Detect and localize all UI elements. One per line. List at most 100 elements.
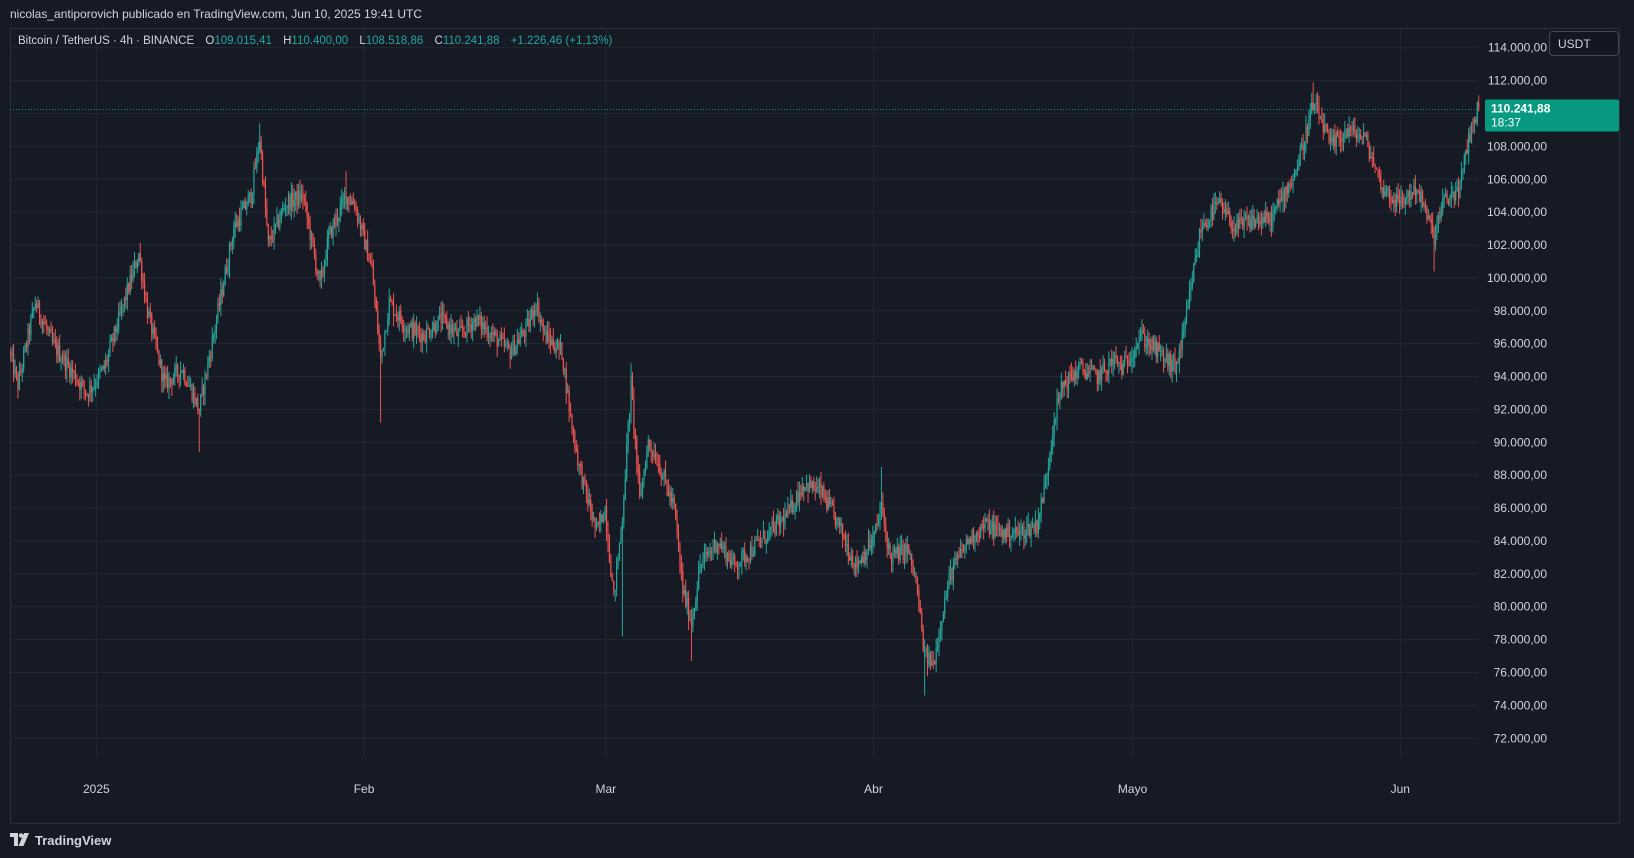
candle-body [879, 512, 881, 520]
candle-body [41, 321, 43, 326]
candle-body [384, 331, 386, 348]
candle-body [1246, 217, 1248, 220]
candle-body [1086, 372, 1088, 380]
candle-body [1076, 372, 1078, 379]
candle-body [928, 653, 930, 665]
candle-body [614, 590, 616, 592]
candle-body [1029, 523, 1031, 536]
candle-body [1168, 354, 1170, 367]
candle-body [846, 543, 848, 546]
candle-body [1324, 124, 1326, 133]
candle-body [1306, 125, 1309, 136]
time-axis[interactable]: 2025 Feb Mar Abr Mayo Jun [83, 782, 1410, 796]
candle-body [771, 521, 773, 527]
candle-body [1203, 223, 1205, 229]
y-tick-label: 96.000,00 [1494, 337, 1548, 351]
candle-body [218, 303, 221, 306]
symbol-legend[interactable]: Bitcoin / TetherUS · 4h · BINANCE O109.0… [18, 35, 620, 47]
candle-body [1388, 186, 1391, 197]
y-tick-label: 88.000,00 [1494, 468, 1548, 482]
candle-body [398, 310, 400, 321]
currency-button[interactable]: USDT [1549, 31, 1619, 56]
candle-body [1424, 204, 1427, 207]
y-tick-label: 114.000,00 [1488, 41, 1547, 55]
candle-body [67, 358, 69, 365]
candle-body [673, 498, 675, 504]
candle-body [92, 388, 94, 392]
candle-body [699, 565, 701, 570]
candle-body [970, 538, 972, 544]
candle-body [818, 483, 821, 488]
candle-body [1472, 122, 1474, 124]
y-tick-label: 94.000,00 [1494, 370, 1548, 384]
candle-body [397, 316, 399, 321]
candle-body [525, 321, 527, 337]
candle-body [154, 327, 156, 334]
candle-body [1139, 335, 1142, 340]
candle-body [198, 409, 200, 411]
chart-pane[interactable] [10, 28, 1620, 824]
candle-body [533, 310, 536, 318]
candle-body [652, 451, 654, 457]
candle-body [562, 359, 564, 371]
candle-body [995, 524, 998, 527]
candle-body [211, 337, 213, 358]
candle-body [1196, 255, 1198, 258]
candle-body [941, 622, 943, 631]
candle-body [1358, 134, 1360, 137]
candle-body [1319, 118, 1322, 120]
candle-body [1470, 122, 1473, 143]
y-tick-label: 90.000,00 [1494, 435, 1548, 449]
candle-body [10, 351, 12, 355]
candle-body [279, 220, 281, 227]
candle-body [984, 518, 986, 529]
candle-body [1113, 355, 1116, 359]
symbol-title[interactable]: Bitcoin / TetherUS · 4h · BINANCE [18, 35, 195, 47]
candle-body [30, 317, 32, 335]
candle-body [660, 474, 662, 478]
candle-body [722, 547, 724, 550]
candle-body [1334, 135, 1336, 147]
candle-body [123, 296, 126, 305]
price-axis[interactable]: 72.000,00 74.000,00 76.000,00 78.000,00 80.0… [1487, 41, 1547, 746]
candle-body [181, 371, 183, 373]
candle-body [102, 365, 104, 370]
candle-body [518, 339, 520, 344]
candle-body [280, 210, 282, 221]
candle-body [319, 271, 321, 280]
candle-body [1394, 199, 1396, 207]
candle-body [379, 343, 382, 358]
candle-body [892, 552, 894, 564]
candle-body [1151, 338, 1153, 351]
candle-body [178, 374, 180, 379]
candle-body [1396, 194, 1398, 207]
candle-body [251, 193, 254, 205]
candle-body [1292, 178, 1294, 186]
candle-body [1211, 206, 1214, 220]
candle-body [513, 340, 516, 355]
candle-body [233, 229, 235, 242]
candle-body [332, 221, 334, 238]
y-tick-label: 76.000,00 [1494, 666, 1548, 680]
candle-body [1161, 350, 1163, 352]
candle-body [580, 464, 582, 468]
footer-brand[interactable]: TradingView [10, 830, 111, 850]
candle-body [1374, 166, 1376, 168]
candle-body [12, 354, 15, 375]
candle-body [1303, 142, 1306, 151]
candle-body [791, 499, 793, 512]
candle-body [503, 337, 505, 346]
candle-body [37, 301, 39, 309]
candle-body [1144, 332, 1146, 347]
candle-body [1421, 191, 1424, 207]
candle-body [1312, 102, 1314, 110]
candle-body [849, 556, 851, 561]
candle-body [1265, 212, 1267, 223]
candle-body [197, 397, 199, 410]
candle-body [404, 329, 406, 332]
candle-body [1252, 216, 1254, 220]
candle-body [1115, 355, 1117, 358]
candle-body [641, 479, 644, 494]
candle-body [577, 451, 579, 466]
